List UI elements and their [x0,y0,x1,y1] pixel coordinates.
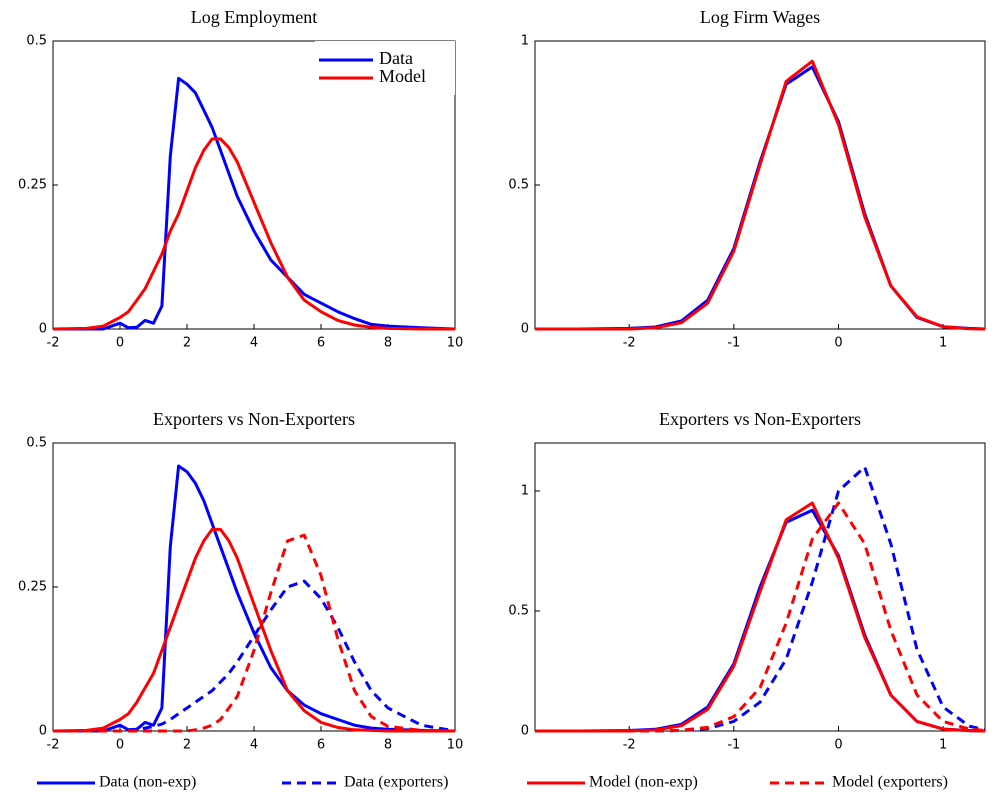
x-tick-label: 10 [447,336,464,351]
x-tick-label: 8 [384,738,392,753]
y-tick-label: 0.5 [508,178,529,193]
series-line [53,76,456,331]
chart-title: Log Firm Wages [700,7,820,27]
legend-box [315,41,455,95]
chart-title: Exporters vs Non-Exporters [659,409,861,429]
series-line [52,527,455,733]
x-tick-label: 2 [183,738,191,753]
series-line [53,533,456,733]
legend-label: Data [379,48,413,68]
x-tick-label: 1 [939,336,947,351]
x-tick-label: -2 [623,336,636,351]
y-tick-label: 1 [521,34,529,49]
y-tick-label: 0 [39,724,47,739]
series-line [535,59,986,331]
y-tick-label: 0.5 [26,34,47,49]
y-tick-label: 1 [521,484,529,499]
x-tick-label: 0 [834,738,842,753]
x-tick-label: 0 [116,738,124,753]
y-tick-label: 0 [521,322,529,337]
chart-title: Log Employment [191,7,317,27]
y-tick-label: 0 [521,724,529,739]
y-tick-label: 0 [39,322,47,337]
x-tick-label: 2 [183,336,191,351]
x-tick-label: 10 [447,738,464,753]
x-tick-label: -2 [47,336,60,351]
x-tick-label: -2 [623,738,636,753]
axes-box [534,442,986,732]
legend-label: Model (non-exp) [589,774,698,791]
y-tick-label: 0.5 [26,436,47,451]
y-tick-label: 0.5 [508,604,529,619]
x-tick-label: 8 [384,336,392,351]
x-tick-label: -2 [47,738,60,753]
axes-box [534,40,986,330]
series-line [535,65,986,331]
x-tick-label: 1 [939,738,947,753]
legend-label: Data (non-exp) [99,774,196,791]
series-line [535,508,986,733]
x-tick-label: -1 [727,336,740,351]
legend-label: Model [379,66,426,86]
series-line [53,464,456,733]
y-tick-label: 0.25 [18,580,47,595]
series-line [52,137,455,331]
chart-title: Exporters vs Non-Exporters [153,409,355,429]
y-tick-label: 0.25 [18,178,47,193]
series-line [535,465,986,733]
legend-label: Model (exporters) [832,774,948,791]
axes-box [52,442,456,732]
x-tick-label: 0 [834,336,842,351]
x-tick-label: 4 [250,336,258,351]
x-tick-label: 6 [317,738,325,753]
x-tick-label: 6 [317,336,325,351]
x-tick-label: -1 [727,738,740,753]
series-line [535,501,986,733]
x-tick-label: 4 [250,738,258,753]
x-tick-label: 0 [116,336,124,351]
legend-label: Data (exporters) [344,774,448,791]
